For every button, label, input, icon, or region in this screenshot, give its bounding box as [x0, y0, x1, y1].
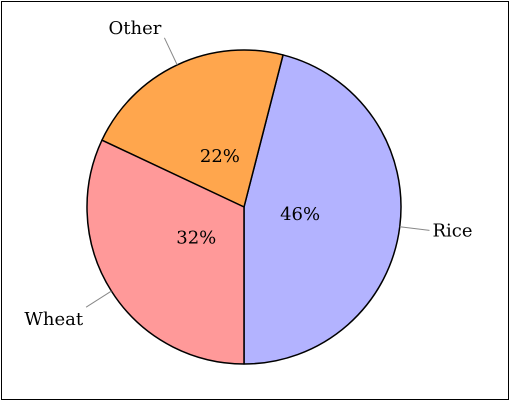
slice-rice: [243, 54, 402, 365]
slice-other-percent: 22%: [200, 146, 240, 167]
slice-wheat-percent: 32%: [176, 227, 216, 248]
slice-other: [101, 49, 284, 208]
slice-other-label: Other: [109, 18, 162, 39]
slice-rice-label: Rice: [433, 220, 473, 241]
slice-rice-leader: [399, 226, 430, 231]
slice-wheat: [86, 139, 245, 365]
slice-wheat-label: Wheat: [24, 309, 83, 330]
pie-slices: [86, 49, 402, 365]
slice-wheat-leader: [85, 290, 112, 308]
slice-rice-percent: 46%: [280, 204, 320, 225]
pie-labels: 46% Rice 22% Other 32% Wheat: [24, 18, 472, 330]
slice-other-leader: [163, 37, 178, 66]
leader-lines: [85, 37, 430, 308]
